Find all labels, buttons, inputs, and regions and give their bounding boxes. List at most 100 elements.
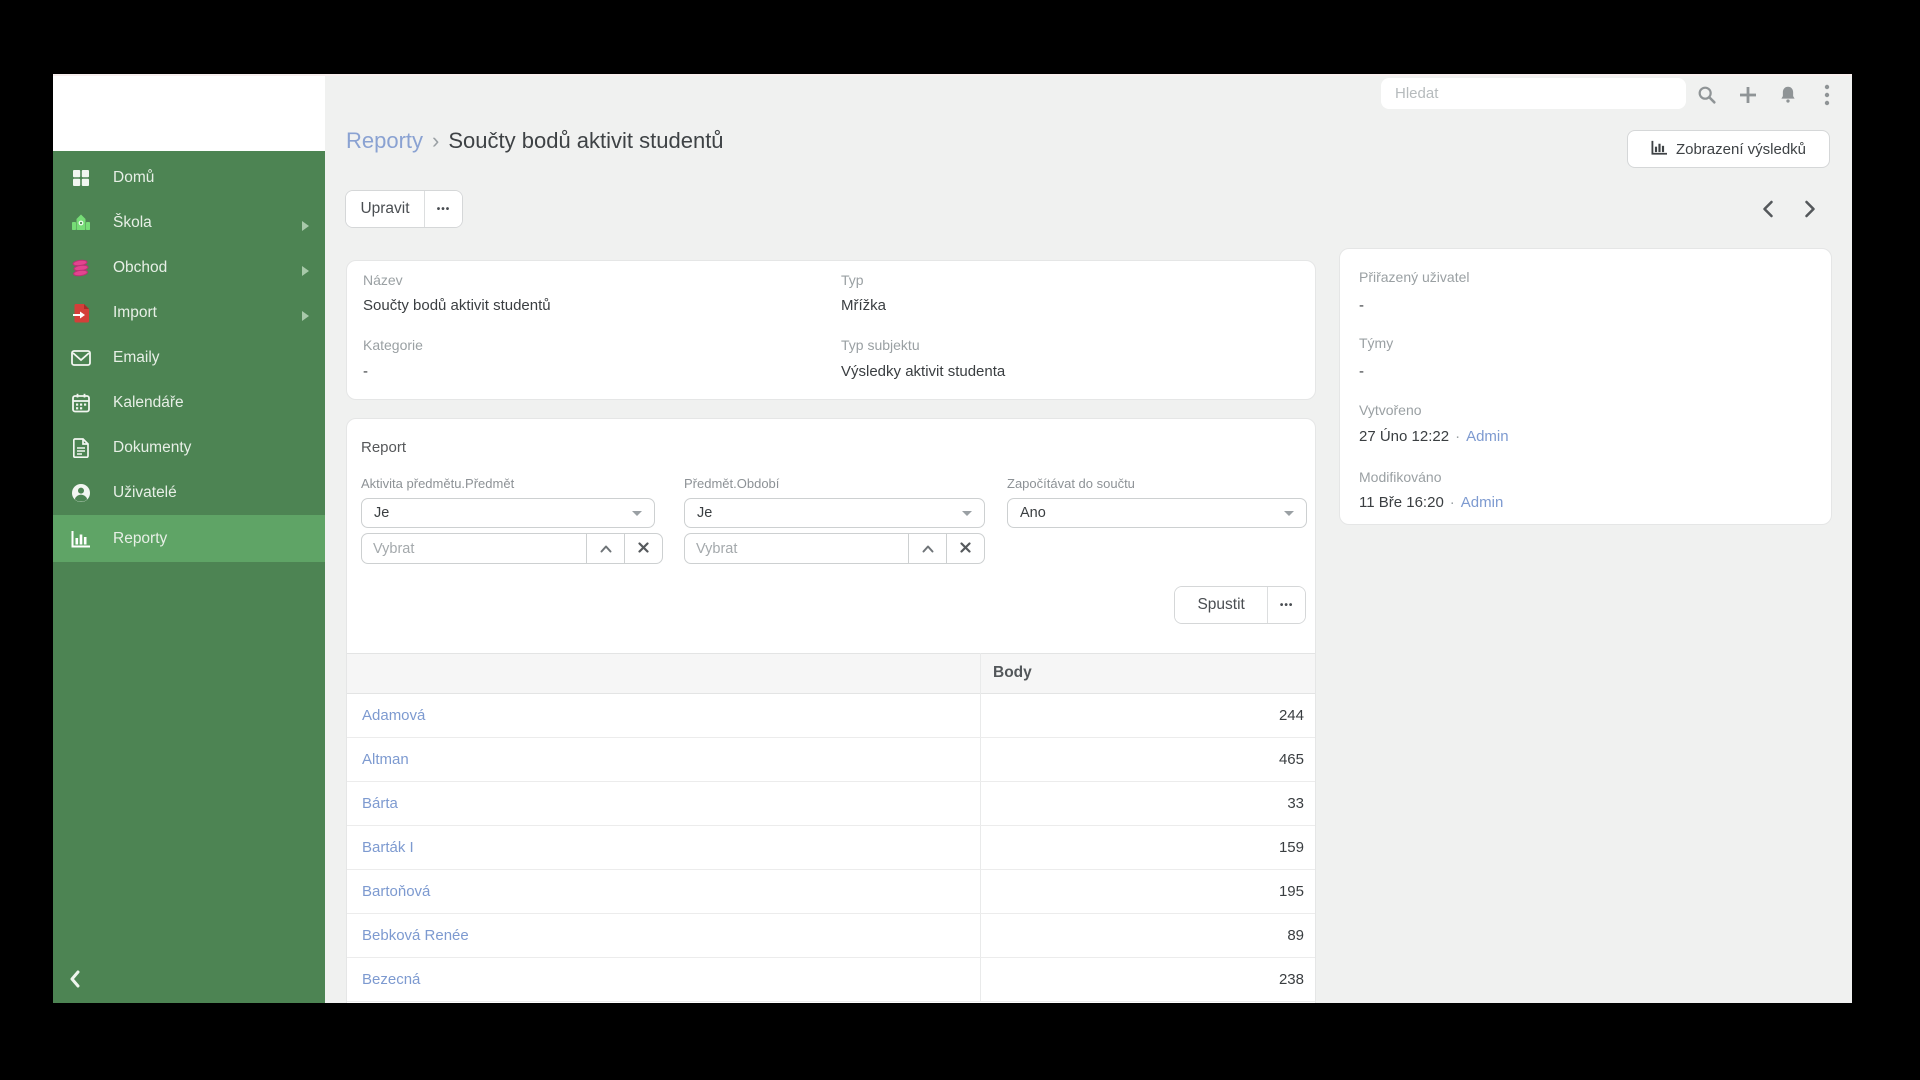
bar-chart-icon [71,529,91,549]
student-link[interactable]: Bárta [362,795,398,812]
search-icon[interactable] [1693,81,1721,109]
modified-by-link[interactable]: Admin [1460,494,1504,511]
filter-operator-select[interactable]: Je [684,498,985,528]
points-value: 159 [1278,839,1304,856]
points-value: 33 [1287,795,1304,812]
column-divider [980,653,981,1002]
filter-label: Započítávat do součtu [1007,476,1135,491]
breadcrumb: Reporty › Součty bodů aktivit studentů [346,126,724,155]
select-value: Je [374,505,390,521]
filter-label: Aktivita předmětu.Předmět [361,476,515,491]
submenu-arrow-icon [301,218,309,231]
student-link[interactable]: Altman [362,751,409,768]
kebab-menu-icon[interactable] [1813,81,1841,109]
chevron-down-icon [632,511,642,516]
field-value: - [363,363,368,380]
field-value: 11 Bře 16:20 · Admin [1359,494,1503,511]
clear-picker-button[interactable] [946,533,985,564]
sidebar-item-uzivatele[interactable]: Uživatelé [53,470,325,515]
plus-icon[interactable] [1734,81,1762,109]
sidebar-item-reporty[interactable]: Reporty [53,515,325,562]
sidebar-item-label: Uživatelé [113,483,177,501]
field-value: Výsledky aktivit studenta [841,363,1006,380]
sidebar-item-label: Import [113,303,157,321]
student-link[interactable]: Bezecná [362,971,421,988]
x-icon [960,540,971,558]
school-icon [71,213,91,233]
sidebar-item-domu[interactable]: Domů [53,155,325,200]
field-label: Přiřazený uživatel [1359,269,1470,285]
page-title: Součty bodů aktivit studentů [448,128,724,153]
field-value: - [1359,363,1364,380]
logo-area [53,74,325,151]
filter-picker-input[interactable] [684,533,909,564]
sidebar-item-kalendare[interactable]: Kalendáře [53,380,325,425]
field-label: Typ [841,272,864,288]
filter-picker-input[interactable] [361,533,587,564]
bell-icon[interactable] [1774,81,1802,109]
chevron-down-icon [962,511,972,516]
breadcrumb-separator: › [432,128,440,153]
sidebar-item-import[interactable]: Import [53,290,325,335]
sidebar-item-skola[interactable]: Škola [53,200,325,245]
submenu-arrow-icon [301,308,309,321]
previous-record-button[interactable] [1755,196,1781,222]
field-label: Týmy [1359,335,1394,351]
modified-at-value: 11 Bře 16:20 [1359,494,1444,511]
points-value: 238 [1278,971,1304,988]
created-at-value: 27 Úno 12:22 [1359,428,1450,445]
sidebar-item-obchod[interactable]: Obchod [53,245,325,290]
clear-picker-button[interactable] [624,533,663,564]
filter-value-select[interactable]: Ano [1007,498,1307,528]
student-link[interactable]: Bartoňová [362,883,431,900]
app-window: Domů Škola Obchod [53,74,1852,1003]
grid-icon [71,168,91,188]
dot-separator: · [1449,494,1455,511]
user-icon [71,483,91,503]
run-report-button[interactable]: Spustit [1175,587,1268,623]
table-header: Body [347,653,1315,694]
show-results-button[interactable]: Zobrazení výsledků [1627,130,1830,168]
student-link[interactable]: Adamová [362,707,426,724]
sidebar: Domů Škola Obchod [53,74,325,1003]
sidebar-item-label: Škola [113,213,152,231]
ellipsis-icon: ••• [436,203,451,215]
calendar-icon [71,393,91,413]
student-link[interactable]: Bebková Renée [362,927,469,944]
sidebar-item-emaily[interactable]: Emaily [53,335,325,380]
caret-up-icon [600,540,612,558]
field-label: Kategorie [363,337,423,353]
next-record-button[interactable] [1797,196,1823,222]
select-value: Je [697,505,713,521]
search-input[interactable] [1381,78,1686,109]
expand-picker-button[interactable] [908,533,947,564]
filter-operator-select[interactable]: Je [361,498,655,528]
chevron-down-icon [1284,511,1294,516]
created-by-link[interactable]: Admin [1466,428,1509,445]
top-accent-line [53,74,1852,76]
sidebar-item-label: Kalendáře [113,393,184,411]
chevron-left-icon [68,970,82,993]
table-row: Bezecná 238 [347,958,1315,1002]
edit-more-button[interactable]: ••• [424,191,462,227]
filter-label: Předmět.Období [684,476,780,491]
expand-picker-button[interactable] [586,533,625,564]
sidebar-item-dokumenty[interactable]: Dokumenty [53,425,325,470]
points-column-header: Body [993,664,1032,681]
run-more-button[interactable]: ••• [1267,587,1305,623]
filter-picker-group [684,533,985,564]
select-value: Ano [1020,505,1046,521]
caret-up-icon [922,540,934,558]
x-icon [638,540,649,558]
breadcrumb-parent-link[interactable]: Reporty [346,128,424,153]
points-value: 195 [1278,883,1304,900]
run-button-group: Spustit ••• [1174,586,1306,624]
edit-button[interactable]: Upravit [346,191,424,227]
points-value: 465 [1278,751,1304,768]
submenu-arrow-icon [301,263,309,276]
field-label: Modifikováno [1359,469,1442,485]
student-link[interactable]: Barták I [362,839,414,856]
table-row: Bebková Renée 89 [347,914,1315,958]
report-panel: Report Aktivita předmětu.Předmět Předmět… [346,418,1316,1003]
sidebar-collapse-button[interactable] [61,967,89,995]
